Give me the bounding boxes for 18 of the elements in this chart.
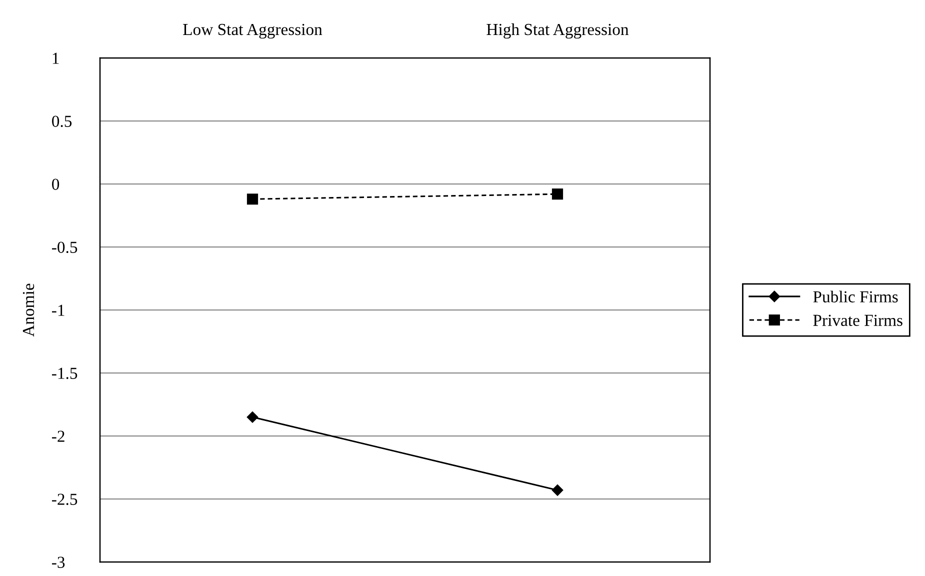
legend-label: Public Firms [813, 290, 898, 302]
y-tick-label: 1 [52, 52, 59, 64]
x-tick-label: Low Stat Aggression [183, 24, 322, 39]
point [552, 188, 564, 200]
point [552, 484, 564, 496]
x-tick-label: High Stat Aggression [486, 23, 629, 39]
y-tick-label: -1.5 [52, 368, 78, 380]
y-tick-label: 0 [52, 178, 60, 190]
y-tick-label: -0.5 [52, 242, 78, 254]
point [246, 411, 258, 423]
y-tick-label: -1 [52, 304, 64, 316]
point [246, 194, 258, 205]
y-axis-title: Anomie [22, 284, 34, 337]
y-tick-label: -3 [52, 556, 65, 568]
legend-label: Private Firms [813, 314, 902, 326]
y-tick-label: 0.5 [52, 116, 72, 128]
y-tick-label: -2 [52, 430, 64, 442]
y-tick-label: -2.5 [52, 494, 78, 506]
